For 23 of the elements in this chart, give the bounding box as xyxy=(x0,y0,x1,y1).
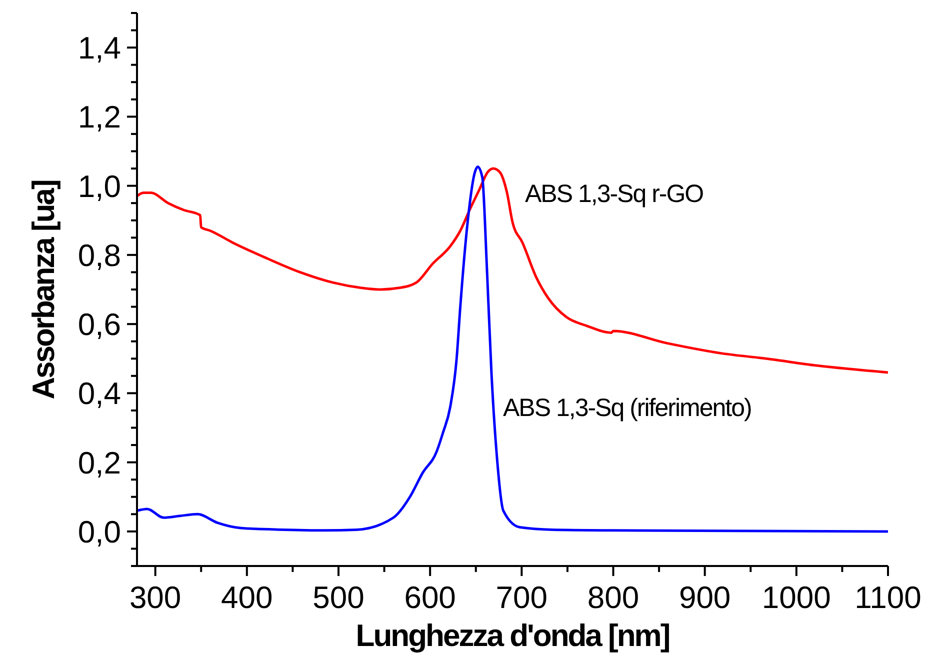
y-tick-label: 0,2 xyxy=(78,445,121,480)
x-tick-label: 1000 xyxy=(762,580,831,615)
x-tick-label: 300 xyxy=(129,580,182,615)
y-tick-label: 1,0 xyxy=(78,168,121,204)
line-series xyxy=(137,167,888,374)
y-tick-label: 1,2 xyxy=(78,100,121,135)
line-series xyxy=(137,166,888,533)
x-tick-label: 600 xyxy=(404,580,456,615)
x-tick-label: 1100 xyxy=(854,580,922,615)
y-tick-label: 0,6 xyxy=(78,307,121,342)
series-label: ABS 1,3-Sq r-GO xyxy=(525,180,704,209)
x-tick-label: 500 xyxy=(312,580,364,615)
y-tick-label: 1,4 xyxy=(78,30,121,66)
y-tick-label: 0,4 xyxy=(78,376,121,412)
y-axis-title: Assorbanza [ua] xyxy=(26,180,62,399)
x-tick-label: 400 xyxy=(221,580,273,615)
y-tick-label: 0,0 xyxy=(78,514,121,550)
series-label: ABS 1,3-Sq (riferimento) xyxy=(503,394,752,423)
x-tick-label: 800 xyxy=(587,580,640,615)
x-tick-label: 700 xyxy=(496,580,548,615)
x-tick-label: 900 xyxy=(678,580,731,615)
x-axis-title: Lunghezza d'onda [nm] xyxy=(354,618,670,654)
y-tick-label: 0,8 xyxy=(78,238,121,273)
